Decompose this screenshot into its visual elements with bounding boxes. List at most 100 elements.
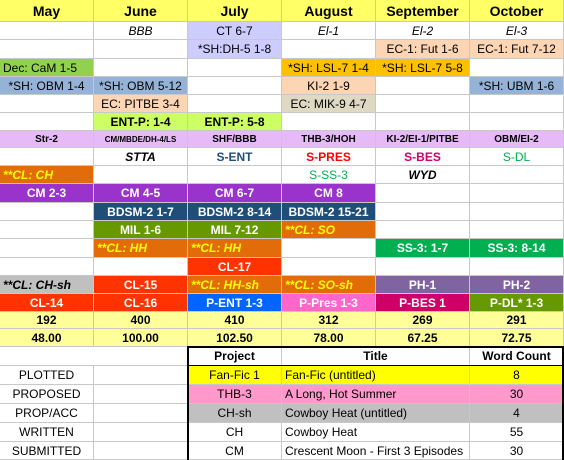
total-count-august[interactable]: 312 — [282, 312, 376, 329]
series-name-september[interactable]: S-BES — [376, 148, 470, 166]
status-spacer-5[interactable] — [94, 442, 188, 460]
cell-r2-june[interactable] — [94, 40, 188, 59]
cell-r15-september[interactable] — [376, 258, 470, 276]
cell-r12-october[interactable] — [470, 203, 564, 221]
cell-r2-october[interactable]: EC-1: Fut 7-12 — [470, 40, 564, 59]
cell-r15-may[interactable] — [0, 258, 94, 276]
legend-header-title[interactable]: Title — [282, 347, 470, 366]
cell-r2-september[interactable]: EC-1: Fut 1-6 — [376, 40, 470, 59]
cell-r13-may[interactable] — [0, 221, 94, 239]
cell-r17-july[interactable]: P-ENT 1-3 — [188, 294, 282, 312]
cell-r4-october[interactable]: *SH: UBM 1-6 — [470, 77, 564, 95]
total-value-september[interactable]: 67.25 — [376, 329, 470, 347]
month-header-july[interactable]: July — [188, 0, 282, 22]
series-name-may[interactable] — [0, 148, 94, 166]
cell-r9-august[interactable]: S-SS-3 — [282, 166, 376, 184]
cell-r11-may[interactable]: CM 2-3 — [0, 184, 94, 203]
cell-r15-june[interactable] — [94, 258, 188, 276]
legend-project-1[interactable]: Fan-Fic 1 — [188, 366, 282, 385]
series-code-june[interactable]: CM/MBDE/DH-4/LS — [94, 131, 188, 148]
cell-r17-october[interactable]: P-DL* 1-3 — [470, 294, 564, 312]
series-name-october[interactable]: S-DL — [470, 148, 564, 166]
cell-r11-september[interactable] — [376, 184, 470, 203]
legend-header-project[interactable]: Project — [188, 347, 282, 366]
cell-r15-july[interactable]: CL-17 — [188, 258, 282, 276]
total-value-october[interactable]: 72.75 — [470, 329, 564, 347]
series-code-may[interactable]: Str-2 — [0, 131, 94, 148]
cell-r13-september[interactable] — [376, 221, 470, 239]
cell-r9-october[interactable] — [470, 166, 564, 184]
cell-r14-september[interactable]: SS-3: 1-7 — [376, 239, 470, 258]
cell-r15-october[interactable] — [470, 258, 564, 276]
status-spacer-2[interactable] — [94, 385, 188, 404]
status-spacer-3[interactable] — [94, 404, 188, 423]
cell-r13-july[interactable]: MIL 7-12 — [188, 221, 282, 239]
cell-r17-august[interactable]: P-Pres 1-3 — [282, 294, 376, 312]
cell-r12-may[interactable] — [0, 203, 94, 221]
series-code-october[interactable]: OBM/EI-2 — [470, 131, 564, 148]
cell-r6-june[interactable]: ENT-P: 1-4 — [94, 113, 188, 131]
legend-title-4[interactable]: Cowboy Heat — [282, 423, 470, 442]
cell-r16-june[interactable]: CL-15 — [94, 276, 188, 294]
cell-r4-september[interactable] — [376, 77, 470, 95]
series-name-july[interactable]: S-ENT — [188, 148, 282, 166]
status-label-prop-acc[interactable]: PROP/ACC — [0, 404, 94, 423]
cell-r5-july[interactable] — [188, 95, 282, 113]
total-value-may[interactable]: 48.00 — [0, 329, 94, 347]
cell-r16-july[interactable]: **CL: HH-sh — [188, 276, 282, 294]
total-value-august[interactable]: 78.00 — [282, 329, 376, 347]
cell-r14-july[interactable]: **CL: HH — [188, 239, 282, 258]
cell-r3-june[interactable] — [94, 59, 188, 77]
cell-r5-may[interactable] — [0, 95, 94, 113]
series-code-august[interactable]: THB-3/HOH — [282, 131, 376, 148]
cell-r12-september[interactable] — [376, 203, 470, 221]
cell-r12-july[interactable]: BDSM-2 8-14 — [188, 203, 282, 221]
total-count-july[interactable]: 410 — [188, 312, 282, 329]
cell-r12-june[interactable]: BDSM-2 1-7 — [94, 203, 188, 221]
cell-r5-september[interactable] — [376, 95, 470, 113]
legend-word-count-5[interactable]: 30 — [470, 442, 564, 460]
legend-project-3[interactable]: CH-sh — [188, 404, 282, 423]
legend-title-3[interactable]: Cowboy Heat (untitled) — [282, 404, 470, 423]
cell-r4-july[interactable] — [188, 77, 282, 95]
month-header-august[interactable]: August — [282, 0, 376, 22]
cell-r1-june[interactable]: BBB — [94, 22, 188, 40]
cell-r3-september[interactable]: *SH: LSL-7 5-8 — [376, 59, 470, 77]
legend-title-5[interactable]: Crescent Moon - First 3 Episodes — [282, 442, 470, 460]
cell-r5-august[interactable]: EC: MIK-9 4-7 — [282, 95, 376, 113]
cell-r16-may[interactable]: **CL: CH-sh — [0, 276, 94, 294]
month-header-october[interactable]: October — [470, 0, 564, 22]
status-spacer-4[interactable] — [94, 423, 188, 442]
cell-r6-august[interactable] — [282, 113, 376, 131]
cell-r6-may[interactable] — [0, 113, 94, 131]
cell-r11-july[interactable]: CM 6-7 — [188, 184, 282, 203]
cell-r4-june[interactable]: *SH: OBM 5-12 — [94, 77, 188, 95]
status-label-submitted[interactable]: SUBMITTED — [0, 442, 94, 460]
cell-r10-may[interactable]: **CL: CH — [0, 166, 94, 184]
legend-word-count-3[interactable]: 4 — [470, 404, 564, 423]
total-count-may[interactable]: 192 — [0, 312, 94, 329]
status-spacer-1[interactable] — [94, 366, 188, 385]
legend-header-word-count[interactable]: Word Count — [470, 347, 564, 366]
legend-word-count-2[interactable]: 30 — [470, 385, 564, 404]
cell-r14-may[interactable] — [0, 239, 94, 258]
legend-word-count-4[interactable]: 55 — [470, 423, 564, 442]
status-label-empty[interactable] — [0, 347, 188, 366]
cell-r17-september[interactable]: P-BES 1 — [376, 294, 470, 312]
legend-word-count-1[interactable]: 8 — [470, 366, 564, 385]
cell-r2-may[interactable] — [0, 40, 94, 59]
cell-r1-september[interactable]: El-2 — [376, 22, 470, 40]
legend-project-5[interactable]: CM — [188, 442, 282, 460]
cell-r5-june[interactable]: EC: PITBE 3-4 — [94, 95, 188, 113]
cell-r4-may[interactable]: *SH: OBM 1-4 — [0, 77, 94, 95]
month-header-september[interactable]: September — [376, 0, 470, 22]
cell-r11-june[interactable]: CM 4-5 — [94, 184, 188, 203]
cell-r6-september[interactable] — [376, 113, 470, 131]
series-name-august[interactable]: S-PRES — [282, 148, 376, 166]
status-label-plotted[interactable]: PLOTTED — [0, 366, 94, 385]
legend-project-2[interactable]: THB-3 — [188, 385, 282, 404]
cell-r11-august[interactable]: CM 8 — [282, 184, 376, 203]
total-value-june[interactable]: 100.00 — [94, 329, 188, 347]
month-header-june[interactable]: June — [94, 0, 188, 22]
cell-r3-august[interactable]: *SH: LSL-7 1-4 — [282, 59, 376, 77]
